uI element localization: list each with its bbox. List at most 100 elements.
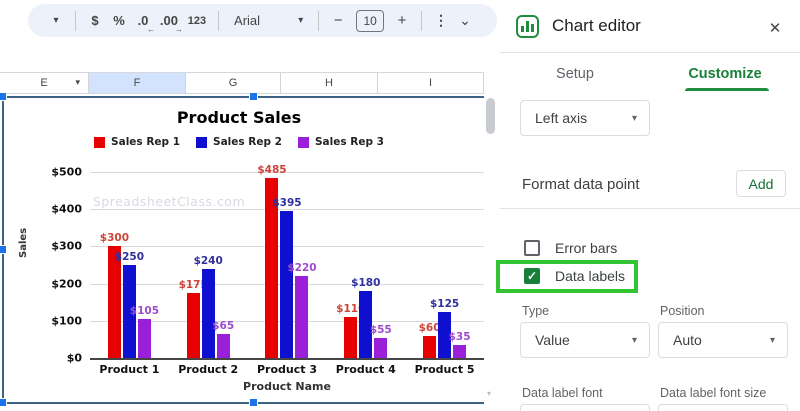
font-size-input[interactable]: 10 <box>356 9 384 32</box>
column-header-G[interactable]: G <box>186 73 281 93</box>
chart-editor-panel: Chart editor ✕ Setup Customize Left axis… <box>496 0 800 411</box>
data-label: $300 <box>99 232 130 245</box>
column-header-label: I <box>428 77 433 89</box>
gridline <box>90 358 484 360</box>
chart-editor-icon <box>516 15 539 38</box>
toolbar-divider <box>421 10 422 31</box>
decrease-decimal-arrow-icon: ← <box>146 24 155 34</box>
check-icon: ✓ <box>526 269 538 283</box>
error-bars-checkbox[interactable] <box>524 240 540 256</box>
increase-decimal-arrow-icon: → <box>174 24 183 34</box>
legend-swatch <box>196 136 208 148</box>
collapse-toolbar-icon[interactable]: ⌄ <box>459 12 471 28</box>
x-axis-category-label: Product 2 <box>178 363 239 376</box>
bar-sales-rep-2: $240 <box>194 255 223 358</box>
legend-label: Sales Rep 1 <box>111 136 181 148</box>
type-select-caret-icon: ▾ <box>631 334 637 346</box>
format-currency-button[interactable]: $ <box>91 13 99 28</box>
vertical-scrollbar[interactable]: ▾ <box>485 96 496 404</box>
tab-setup[interactable]: Setup <box>556 66 594 82</box>
font-family-value: Arial <box>234 13 261 28</box>
decrease-decimal-button[interactable]: .0 ← <box>131 9 155 34</box>
position-select[interactable]: Auto ▾ <box>658 322 788 358</box>
y-axis-tick-label: $0 <box>66 351 82 365</box>
column-header-label: H <box>325 77 333 89</box>
panel-divider <box>500 208 800 209</box>
legend-item: Sales Rep 2 <box>196 136 282 148</box>
data-label: $395 <box>272 197 302 210</box>
scrollbar-down-icon[interactable]: ▾ <box>487 389 492 398</box>
chart-container[interactable]: Product Sales Sales Rep 1 Sales Rep 2 Sale… <box>2 96 484 404</box>
selection-handle-bottom-center[interactable] <box>249 398 258 407</box>
data-label: $220 <box>287 262 317 275</box>
bar-sales-rep-2: $395 <box>272 197 302 358</box>
bar-sales-rep-1: $60 <box>419 322 441 358</box>
column-header-H[interactable]: H <box>281 73 378 93</box>
selection-handle-top-left[interactable] <box>0 92 7 101</box>
type-select[interactable]: Value ▾ <box>520 322 650 358</box>
scrollbar-thumb[interactable] <box>486 98 495 134</box>
column-header-label: G <box>228 77 238 89</box>
data-label: $65 <box>212 319 235 332</box>
more-options-icon[interactable]: ⋮ <box>433 12 448 28</box>
gridline <box>90 209 484 211</box>
y-axis-tick-label: $500 <box>51 165 82 179</box>
tab-customize[interactable]: Customize <box>688 66 762 82</box>
x-axis-category-label: Product 3 <box>256 363 317 376</box>
selection-handle-top-center[interactable] <box>249 92 258 101</box>
spreadsheet-area: ▾ $ % .0 ← .00 → 123 Arial ▾ − 10 + ⋮ <box>0 4 497 407</box>
column-dropdown-caret-icon[interactable]: ▾ <box>75 77 80 87</box>
legend-item: Sales Rep 3 <box>297 136 384 148</box>
data-labels-row: ✓ Data labels <box>524 268 625 284</box>
data-labels-checkbox[interactable]: ✓ <box>524 268 540 284</box>
increase-decimal-button[interactable]: .00 → <box>155 9 183 34</box>
decrease-font-size-button[interactable]: − <box>333 12 343 29</box>
sheets-toolbar: ▾ $ % .0 ← .00 → 123 Arial ▾ − 10 + ⋮ <box>28 4 497 37</box>
bar-sales-rep-1: $175 <box>179 279 208 358</box>
y-axis-tick-label: $300 <box>51 239 82 253</box>
chart-legend: Sales Rep 1 Sales Rep 2 Sales Rep 3 <box>4 136 474 148</box>
column-header-E[interactable]: E ▾ <box>0 73 89 93</box>
data-label: $110 <box>336 303 366 316</box>
chart-title: Product Sales <box>176 108 302 127</box>
error-bars-label: Error bars <box>555 240 618 256</box>
data-label: $55 <box>369 323 392 336</box>
bar-group-2: $175 $240 $65 <box>169 172 248 358</box>
bar-sales-rep-1: $300 <box>100 232 129 358</box>
data-label-font-size-select[interactable] <box>658 404 788 411</box>
axis-select-value: Left axis <box>535 110 588 126</box>
bar-group-3: $485 $395 $220 <box>248 164 327 358</box>
toolbar-dropdown-caret-icon[interactable]: ▾ <box>53 15 59 26</box>
watermark-text: SpreadsheetClass.com <box>92 194 246 209</box>
position-select-caret-icon: ▾ <box>769 334 775 346</box>
legend-label: Sales Rep 2 <box>213 136 282 148</box>
axis-select-caret-icon: ▾ <box>631 112 637 124</box>
bar-sales-rep-3: $65 <box>212 320 234 358</box>
legend-label: Sales Rep 3 <box>314 136 384 148</box>
y-axis-title: Sales <box>18 227 29 258</box>
number-format-button[interactable]: 123 <box>187 14 207 27</box>
column-header-I[interactable]: I <box>378 73 484 93</box>
increase-font-size-button[interactable]: + <box>397 12 407 29</box>
selection-handle-left-middle[interactable] <box>0 245 7 254</box>
x-axis-title: Product Name <box>243 380 331 393</box>
add-data-point-button[interactable]: Add <box>736 170 786 197</box>
axis-select[interactable]: Left axis ▾ <box>520 100 650 136</box>
column-header-label: F <box>133 77 141 89</box>
selection-handle-bottom-left[interactable] <box>0 398 7 407</box>
chart-plot-area: $0 $100 $200 $300 $400 $500 Product 1 $300 $250 $… <box>51 164 484 376</box>
font-family-select[interactable]: Arial ▾ <box>226 9 311 33</box>
bar-sales-rep-2: $125 <box>430 298 459 358</box>
column-header-F[interactable]: F <box>89 73 186 93</box>
bar-group-5: $60 $125 $35 <box>405 172 484 358</box>
data-label-font-select[interactable] <box>520 404 650 411</box>
data-label: $485 <box>257 163 287 176</box>
format-percent-button[interactable]: % <box>113 13 125 28</box>
close-icon[interactable]: ✕ <box>768 20 782 37</box>
gridline <box>90 172 484 173</box>
bar-sales-rep-2: $250 <box>115 251 144 358</box>
toolbar-divider <box>318 10 320 31</box>
active-tab-underline <box>685 88 769 91</box>
bar-sales-rep-3: $35 <box>449 331 471 358</box>
data-label: $105 <box>129 304 160 317</box>
